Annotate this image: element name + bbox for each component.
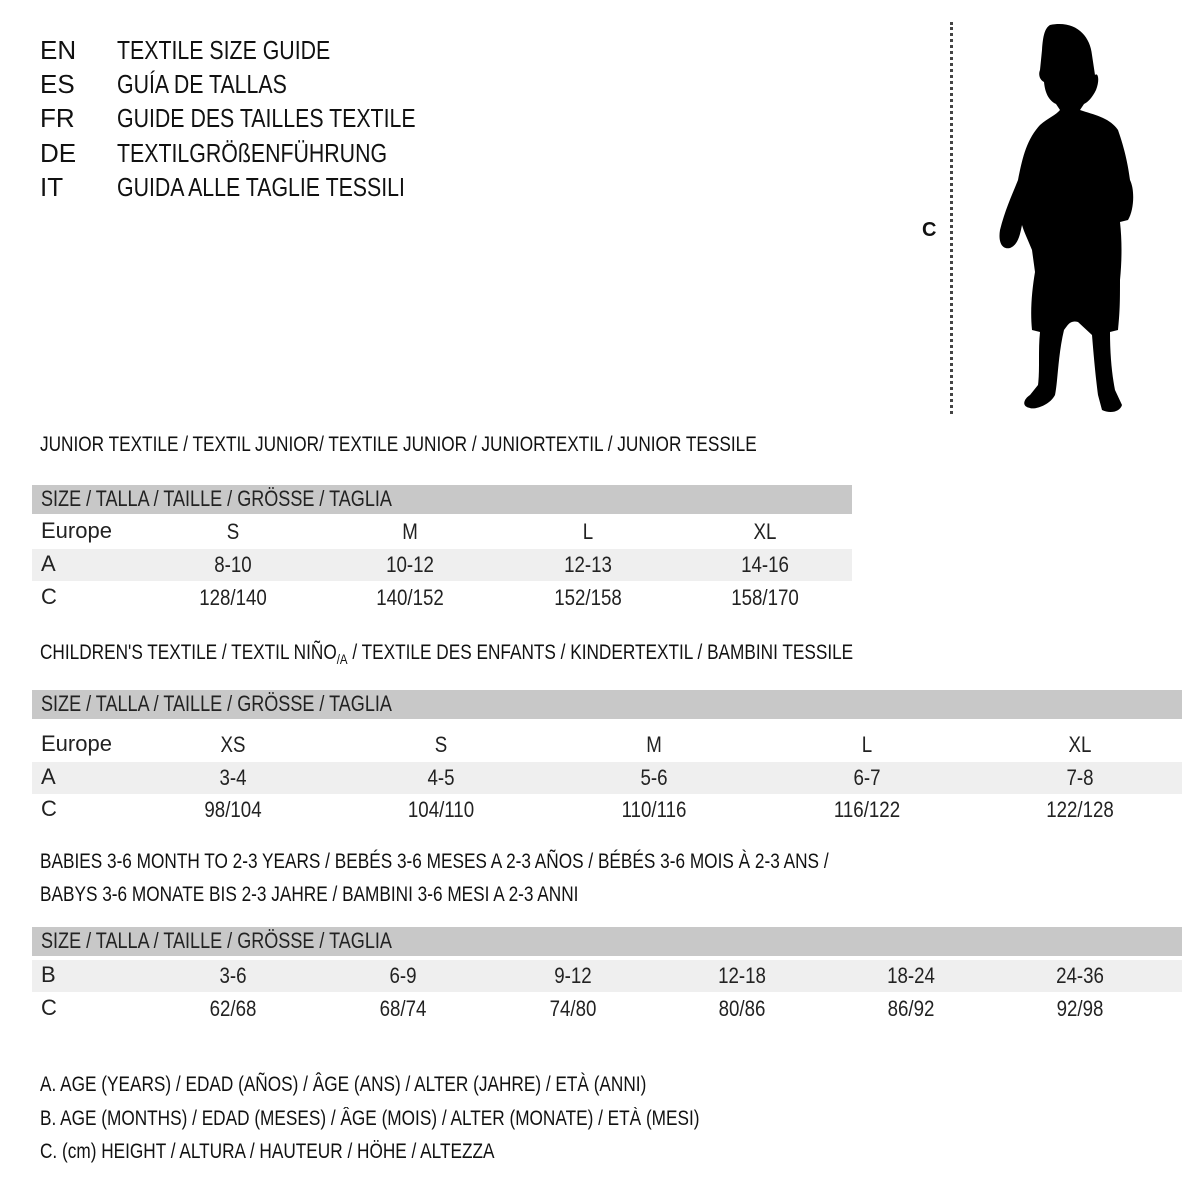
row-label: C — [41, 995, 57, 1020]
row-label: Europe — [41, 731, 112, 756]
table-cell: 86/92 — [887, 996, 935, 1021]
table-cell: XL — [1068, 732, 1092, 757]
table-cell: 4-5 — [427, 765, 455, 790]
size-header: SIZE / TALLA / TAILLE / GRÖSSE / TAGLIA — [41, 486, 392, 511]
title-fr: GUIDE DES TAILLES TEXTILE — [117, 103, 416, 133]
size-header-bar: SIZE / TALLA / TAILLE / GRÖSSE / TAGLIA — [32, 690, 1182, 719]
table-cell: 140/152 — [376, 585, 444, 610]
lang-code-it: IT — [40, 172, 64, 202]
table-cell: 18-24 — [887, 963, 935, 988]
junior-size-table: SIZE / TALLA / TAILLE / GRÖSSE / TAGLIA … — [32, 485, 852, 615]
table-row: Europe XS S M L XL — [32, 729, 1182, 761]
table-row: Europe S M L XL — [32, 516, 852, 548]
table-cell: S — [226, 519, 240, 544]
legend-c: C. (cm) HEIGHT / ALTURA / HAUTEUR / HÖHE… — [40, 1140, 495, 1163]
table-cell: 158/170 — [731, 585, 799, 610]
lang-code-fr: FR — [40, 103, 75, 133]
junior-heading: JUNIOR TEXTILE / TEXTIL JUNIOR/ TEXTILE … — [40, 433, 757, 456]
table-cell: L — [861, 732, 873, 757]
row-label: Europe — [41, 518, 112, 543]
height-figure: C — [900, 10, 1160, 430]
children-heading-main: CHILDREN'S TEXTILE / TEXTIL NIÑO — [40, 641, 337, 664]
table-cell: 104/110 — [407, 797, 475, 822]
size-header-bar: SIZE / TALLA / TAILLE / GRÖSSE / TAGLIA — [32, 927, 1182, 956]
size-header: SIZE / TALLA / TAILLE / GRÖSSE / TAGLIA — [41, 928, 392, 953]
height-dotted-line — [950, 22, 953, 414]
table-cell: 24-36 — [1056, 963, 1104, 988]
table-cell: M — [646, 732, 662, 757]
table-cell: 9-12 — [554, 963, 592, 988]
table-cell: 110/116 — [621, 797, 687, 822]
row-label: A — [41, 551, 56, 576]
table-cell: S — [434, 732, 448, 757]
babies-size-table: SIZE / TALLA / TAILLE / GRÖSSE / TAGLIA … — [32, 927, 1182, 1027]
table-cell: 98/104 — [204, 797, 262, 822]
table-cell: 5-6 — [640, 765, 668, 790]
legend-a: A. AGE (YEARS) / EDAD (AÑOS) / ÂGE (ANS)… — [40, 1073, 647, 1096]
table-cell: 3-6 — [219, 963, 247, 988]
table-cell: 116/122 — [833, 797, 901, 822]
lang-code-es: ES — [40, 69, 75, 99]
table-cell: 74/80 — [549, 996, 597, 1021]
table-cell: 7-8 — [1066, 765, 1094, 790]
table-cell: 12-18 — [718, 963, 766, 988]
table-cell: 14-16 — [741, 552, 789, 577]
table-cell: L — [582, 519, 594, 544]
babies-heading-line1: BABIES 3-6 MONTH TO 2-3 YEARS / BEBÉS 3-… — [40, 850, 829, 873]
table-row: B 3-6 6-9 9-12 12-18 18-24 24-36 — [32, 960, 1182, 992]
children-heading-sub: /A — [336, 651, 348, 668]
title-en: TEXTILE SIZE GUIDE — [117, 35, 331, 65]
table-cell: 12-13 — [564, 552, 612, 577]
babies-heading-line2: BABYS 3-6 MONATE BIS 2-3 JAHRE / BAMBINI… — [40, 883, 579, 906]
children-heading-rest: / TEXTILE DES ENFANTS / KINDERTEXTIL / B… — [347, 641, 854, 664]
lang-code-de: DE — [40, 138, 77, 168]
table-cell: 6-7 — [853, 765, 881, 790]
table-cell: 6-9 — [389, 963, 417, 988]
table-cell: XL — [753, 519, 777, 544]
lang-code-en: EN — [40, 35, 77, 65]
table-row: C 62/68 68/74 74/80 80/86 86/92 92/98 — [32, 993, 1182, 1025]
child-silhouette-icon — [999, 24, 1134, 413]
table-cell: 152/158 — [554, 585, 622, 610]
table-cell: 62/68 — [209, 996, 257, 1021]
table-cell: 80/86 — [718, 996, 766, 1021]
table-cell: 10-12 — [386, 552, 434, 577]
table-row: A 3-4 4-5 5-6 6-7 7-8 — [32, 762, 1182, 794]
size-header: SIZE / TALLA / TAILLE / GRÖSSE / TAGLIA — [41, 691, 392, 716]
table-cell: XS — [220, 732, 246, 757]
table-cell: M — [402, 519, 418, 544]
table-cell: 8-10 — [214, 552, 252, 577]
row-label: C — [41, 584, 57, 609]
table-cell: 128/140 — [199, 585, 267, 610]
table-row: A 8-10 10-12 12-13 14-16 — [32, 549, 852, 581]
row-label: B — [41, 962, 56, 987]
row-label: C — [41, 796, 57, 821]
title-it: GUIDA ALLE TAGLIE TESSILI — [117, 172, 405, 202]
legend-b: B. AGE (MONTHS) / EDAD (MESES) / ÂGE (MO… — [40, 1107, 700, 1130]
table-cell: 68/74 — [379, 996, 427, 1021]
children-heading: CHILDREN'S TEXTILE / TEXTIL NIÑO/A / TEX… — [40, 640, 853, 672]
title-es: GUÍA DE TALLAS — [117, 69, 287, 99]
table-cell: 122/128 — [1046, 797, 1114, 822]
title-de: TEXTILGRÖßENFÜHRUNG — [117, 138, 388, 168]
table-cell: 3-4 — [219, 765, 247, 790]
height-label: C — [922, 219, 937, 241]
row-label: A — [41, 764, 56, 789]
table-row: C 98/104 104/110 110/116 116/122 122/128 — [32, 794, 1182, 826]
size-header-bar: SIZE / TALLA / TAILLE / GRÖSSE / TAGLIA — [32, 485, 852, 514]
table-row: C 128/140 140/152 152/158 158/170 — [32, 582, 852, 614]
table-cell: 92/98 — [1056, 996, 1104, 1021]
children-size-table: SIZE / TALLA / TAILLE / GRÖSSE / TAGLIA … — [32, 690, 1182, 822]
